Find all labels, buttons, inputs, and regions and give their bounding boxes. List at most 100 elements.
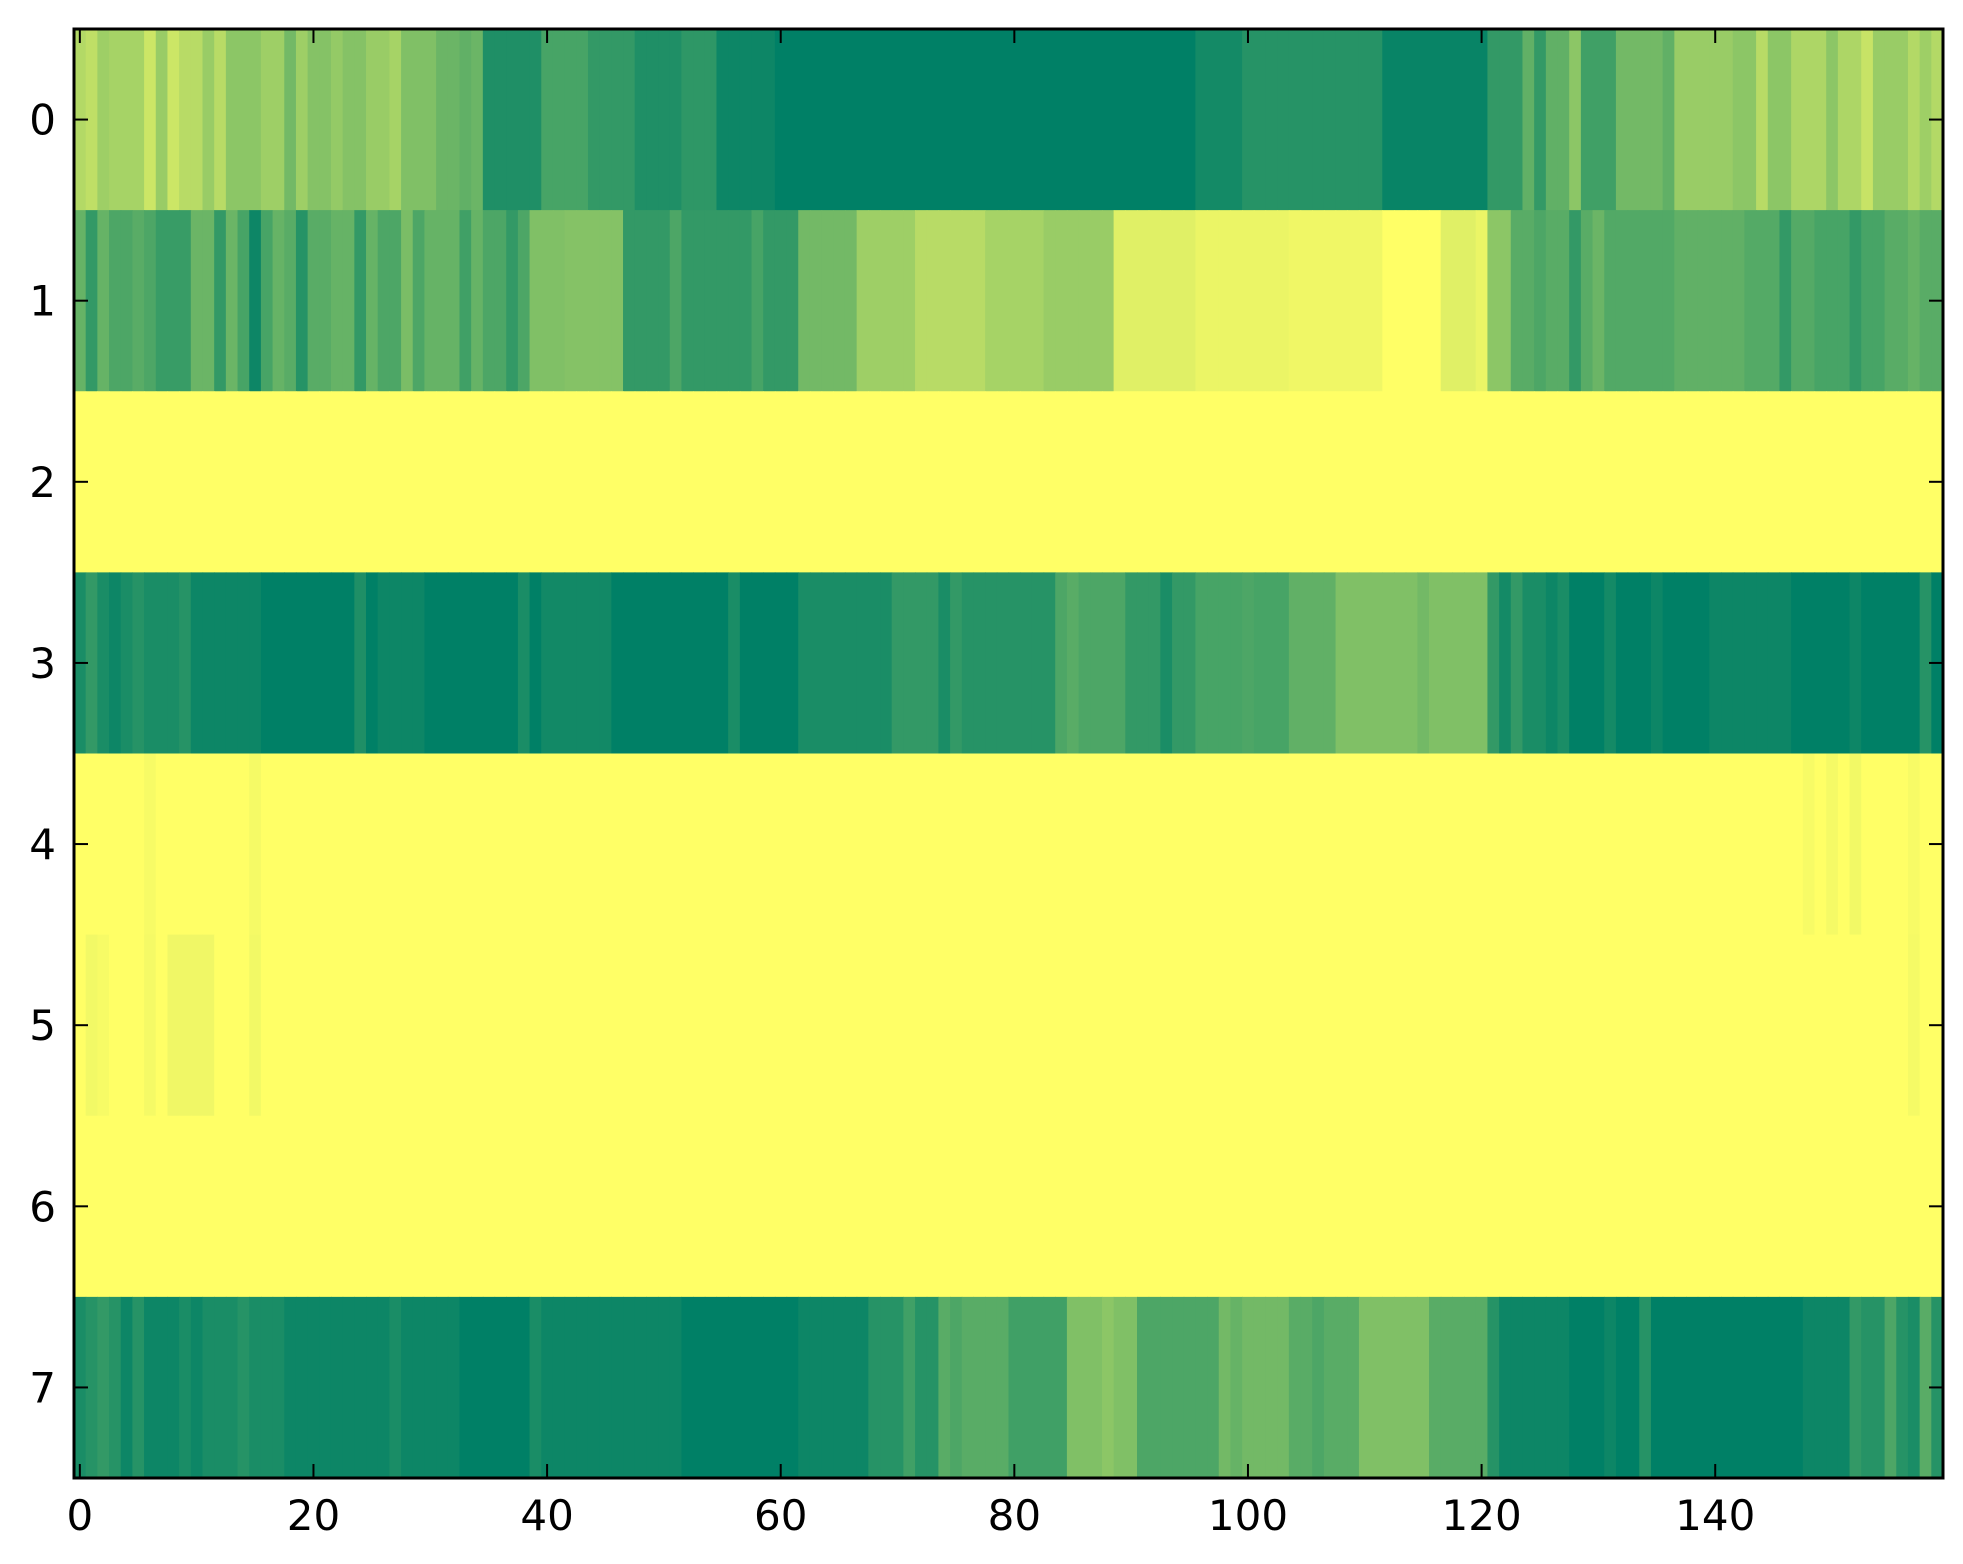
- heatmap-cell: [1300, 572, 1313, 755]
- heatmap-cell: [1849, 210, 1862, 392]
- heatmap-cell: [482, 210, 496, 392]
- heatmap-cell: [669, 934, 683, 1117]
- heatmap-cell: [1767, 572, 1781, 755]
- heatmap-cell: [225, 1115, 239, 1298]
- heatmap-cell: [961, 572, 975, 755]
- heatmap-cell: [1686, 753, 1699, 936]
- heatmap-cell: [751, 934, 764, 1117]
- heatmap-cell: [307, 572, 320, 755]
- heatmap-cell: [938, 1296, 951, 1479]
- heatmap-cell: [1569, 934, 1582, 1117]
- heatmap-cell: [1896, 210, 1909, 392]
- heatmap-cell: [1183, 1115, 1196, 1298]
- heatmap-cell: [541, 1115, 554, 1298]
- heatmap-cell: [1393, 1296, 1407, 1479]
- heatmap-cell: [155, 1115, 169, 1298]
- heatmap-cell: [1639, 210, 1652, 392]
- heatmap-cell: [529, 29, 542, 211]
- heatmap-cell: [190, 391, 204, 573]
- heatmap-cell: [529, 391, 542, 573]
- heatmap-cell: [1218, 934, 1232, 1117]
- heatmap-cell: [190, 210, 204, 392]
- heatmap-cell: [1919, 1115, 1932, 1298]
- heatmap-cell: [1592, 934, 1605, 1117]
- heatmap-cell: [891, 934, 904, 1117]
- heatmap-cell: [1861, 572, 1874, 755]
- heatmap-cell: [272, 934, 285, 1117]
- heatmap-cell: [330, 572, 344, 755]
- heatmap-cell: [1814, 1115, 1827, 1298]
- heatmap-cell: [97, 753, 110, 936]
- heatmap-cell: [728, 210, 741, 392]
- plot-frame: [72, 27, 1945, 1480]
- heatmap-cell: [1020, 753, 1033, 936]
- heatmap-cell: [880, 1296, 893, 1479]
- heatmap-cell: [658, 1296, 671, 1479]
- heatmap-cell: [1732, 210, 1746, 392]
- heatmap-cell: [155, 391, 169, 573]
- heatmap-cell: [330, 391, 344, 573]
- heatmap-cell: [1440, 1115, 1453, 1298]
- heatmap-cell: [1265, 1115, 1278, 1298]
- heatmap-cell: [903, 210, 916, 392]
- heatmap-cell: [1358, 1115, 1372, 1298]
- heatmap-cell: [646, 391, 659, 573]
- heatmap-cell: [1417, 1296, 1430, 1479]
- heatmap-cell: [1452, 391, 1465, 573]
- heatmap-cell: [1148, 1115, 1161, 1298]
- heatmap-cell: [307, 391, 320, 573]
- heatmap-cell: [1697, 753, 1710, 936]
- heatmap-cell: [482, 1296, 496, 1479]
- heatmap-cell: [85, 1115, 98, 1298]
- heatmap-cell: [1627, 753, 1640, 936]
- heatmap-cell: [1043, 753, 1056, 936]
- heatmap-cell: [412, 753, 426, 936]
- heatmap-cell: [634, 572, 647, 755]
- heatmap-cell: [1907, 1115, 1921, 1298]
- heatmap-cell: [1113, 753, 1126, 936]
- heatmap-cell: [1382, 210, 1395, 392]
- heatmap-cell: [471, 29, 484, 211]
- heatmap-cell: [1452, 29, 1465, 211]
- heatmap-cell: [424, 572, 437, 755]
- heatmap-cell: [401, 1296, 414, 1479]
- heatmap-cell: [377, 210, 390, 392]
- heatmap-cell: [1370, 210, 1383, 392]
- heatmap-cell: [1043, 934, 1056, 1117]
- heatmap-cell: [1767, 753, 1781, 936]
- heatmap-cell: [1335, 29, 1348, 211]
- heatmap-cell: [1090, 210, 1103, 392]
- heatmap-cell: [634, 1115, 647, 1298]
- heatmap-cell: [1907, 572, 1921, 755]
- heatmap-cell: [891, 753, 904, 936]
- heatmap-cell: [623, 1296, 636, 1479]
- heatmap-cell: [214, 934, 227, 1117]
- heatmap-cell: [716, 29, 729, 211]
- heatmap-cell: [1417, 753, 1430, 936]
- heatmap-cell: [366, 29, 379, 211]
- heatmap-cell: [1919, 210, 1932, 392]
- heatmap-cell: [190, 934, 204, 1117]
- heatmap-cell: [1545, 1296, 1559, 1479]
- heatmap-cell: [646, 29, 659, 211]
- heatmap-cell: [1756, 572, 1769, 755]
- heatmap-cell: [144, 934, 157, 1117]
- heatmap-cell: [1136, 210, 1150, 392]
- heatmap-cell: [109, 391, 122, 573]
- heatmap-cell: [436, 210, 449, 392]
- heatmap-cell: [1732, 934, 1746, 1117]
- heatmap-cell: [763, 1115, 776, 1298]
- heatmap-cell: [693, 210, 706, 392]
- heatmap-cell: [1160, 934, 1173, 1117]
- heatmap-cell: [868, 29, 881, 211]
- heatmap-cell: [1265, 572, 1278, 755]
- heatmap-cell: [1207, 391, 1220, 573]
- heatmap-cell: [1277, 391, 1290, 573]
- heatmap-cell: [1113, 1296, 1126, 1479]
- heatmap-cell: [1031, 29, 1045, 211]
- heatmap-cell: [144, 391, 157, 573]
- heatmap-cell: [1195, 210, 1208, 392]
- heatmap-cell: [447, 29, 461, 211]
- heatmap-cell: [611, 391, 624, 573]
- heatmap-cell: [237, 934, 250, 1117]
